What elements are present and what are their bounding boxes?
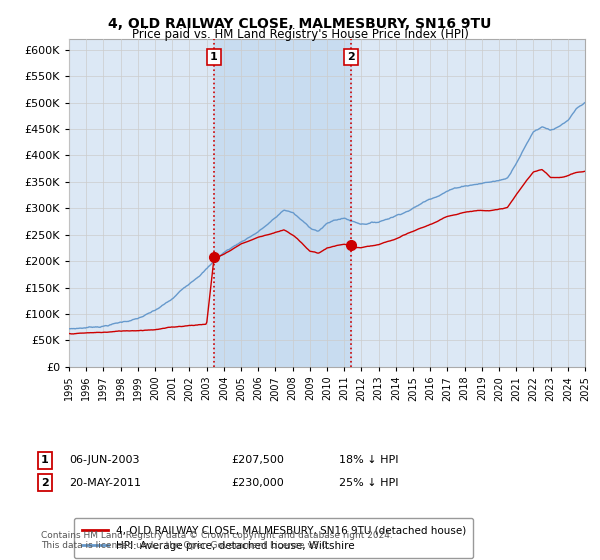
Text: 20-MAY-2011: 20-MAY-2011 (69, 478, 141, 488)
Text: 18% ↓ HPI: 18% ↓ HPI (339, 455, 398, 465)
Legend: 4, OLD RAILWAY CLOSE, MALMESBURY, SN16 9TU (detached house), HPI: Average price,: 4, OLD RAILWAY CLOSE, MALMESBURY, SN16 9… (74, 519, 473, 558)
Text: Contains HM Land Registry data © Crown copyright and database right 2024.
This d: Contains HM Land Registry data © Crown c… (41, 530, 392, 550)
Text: 2: 2 (347, 52, 355, 62)
Text: 2: 2 (41, 478, 49, 488)
Text: Price paid vs. HM Land Registry's House Price Index (HPI): Price paid vs. HM Land Registry's House … (131, 28, 469, 41)
Text: £230,000: £230,000 (231, 478, 284, 488)
Text: 25% ↓ HPI: 25% ↓ HPI (339, 478, 398, 488)
Text: 06-JUN-2003: 06-JUN-2003 (69, 455, 139, 465)
Bar (214, 39, 351, 367)
Text: 4, OLD RAILWAY CLOSE, MALMESBURY, SN16 9TU: 4, OLD RAILWAY CLOSE, MALMESBURY, SN16 9… (109, 17, 491, 31)
Text: 1: 1 (41, 455, 49, 465)
Text: £207,500: £207,500 (231, 455, 284, 465)
Text: 1: 1 (210, 52, 218, 62)
